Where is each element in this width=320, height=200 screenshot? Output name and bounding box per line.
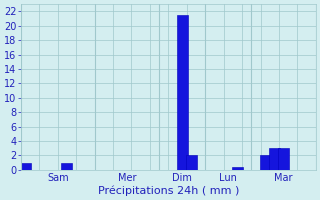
X-axis label: Précipitations 24h ( mm ): Précipitations 24h ( mm ) [98,185,239,196]
Bar [278,148,289,170]
Bar [269,148,280,170]
Bar [61,163,72,170]
Bar [177,15,188,170]
Bar [232,167,243,170]
Bar [186,155,197,170]
Bar [260,155,271,170]
Bar [20,163,31,170]
